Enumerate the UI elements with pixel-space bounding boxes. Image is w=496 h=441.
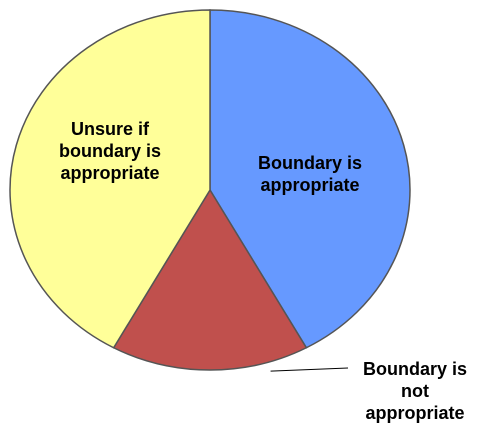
leader-line: [270, 367, 349, 372]
slice-label: Boundary is not appropriate: [362, 359, 468, 423]
slice-label: Unsure if boundary is appropriate: [58, 119, 161, 183]
pie-slice: [9, 9, 211, 349]
pie-slice: [209, 9, 411, 349]
pie-slice: [112, 188, 308, 371]
slice-label: Boundary is appropriate: [257, 153, 363, 195]
